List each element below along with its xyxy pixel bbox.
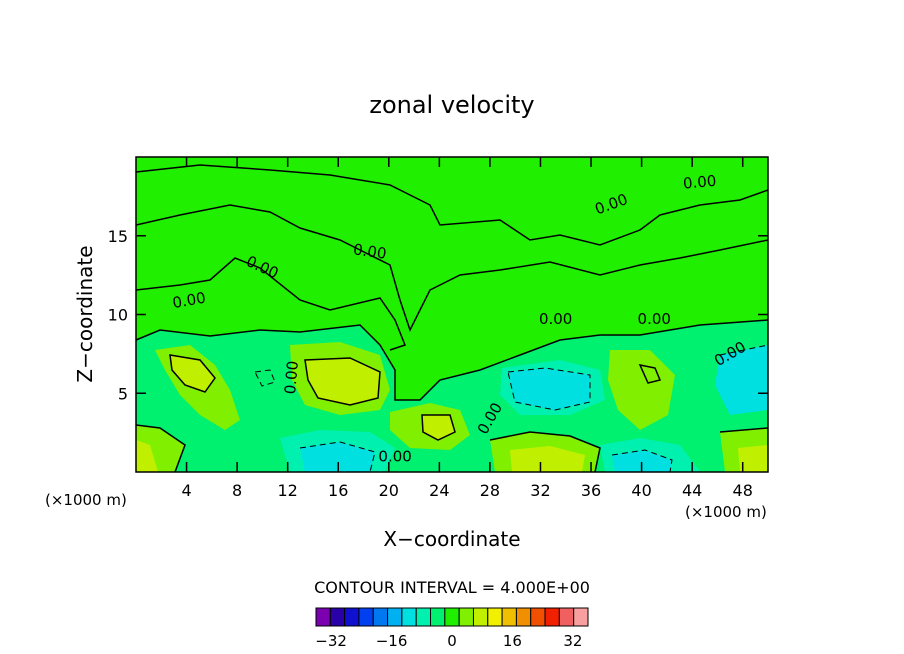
contour-fill — [136, 157, 768, 472]
y-tick-label: 5 — [118, 384, 128, 403]
contour-label: 0.00 — [539, 310, 572, 328]
contour-label-text: 0.00 — [378, 447, 411, 465]
colorbar-swatch — [329, 607, 346, 627]
contour-label-text: 0.00 — [539, 310, 572, 328]
contour-label: 0.00 — [352, 240, 388, 262]
x-tick-label: 36 — [581, 481, 601, 500]
field-pos-8-f — [510, 446, 585, 472]
colorbar-swatch — [344, 607, 360, 627]
colorbar-swatch — [487, 607, 503, 627]
contour-label: 0.00 — [682, 172, 717, 193]
field-neg-8-a — [508, 368, 590, 410]
contour-line-bottom-c — [719, 427, 768, 433]
y-tick-label: 15 — [108, 227, 128, 246]
contour-ring-a — [169, 354, 216, 393]
colorbar-swatch — [573, 607, 589, 627]
contour-line-bottom-a — [136, 424, 186, 472]
contour-label-text: 0.00 — [281, 360, 302, 395]
colorbar-swatch — [430, 607, 446, 627]
colorbar-tick-label: −32 — [315, 632, 347, 650]
contour-label-text: 0.00 — [682, 172, 717, 193]
x-tick-label: 44 — [682, 481, 702, 500]
field-pos-8-g — [738, 445, 768, 472]
colorbar-swatch — [530, 607, 546, 627]
x-axis-label: X−coordinate — [383, 527, 520, 551]
contour-line-zero-b — [136, 257, 406, 351]
colorbar-swatch — [515, 607, 532, 627]
contour-ring-c — [421, 414, 456, 441]
x-axis: 4 8 12 16 20 24 28 32 36 40 44 48 — [181, 157, 753, 500]
colorbar-swatch — [458, 607, 474, 627]
contour-ring-d — [638, 363, 662, 384]
y-axis: 5 10 15 — [108, 227, 768, 403]
contour-labels: 0.000.000.000.000.000.00 0.000.000.000.00… — [171, 172, 749, 465]
y-tick-label: 10 — [108, 306, 128, 325]
field-neg-8-b2 — [300, 442, 375, 472]
x-tick-label: 32 — [530, 481, 550, 500]
x-tick-label: 20 — [379, 481, 399, 500]
x-unit-left: (×1000 m) — [45, 491, 127, 509]
dashed-line-b — [299, 441, 376, 472]
contour-label: 0.00 — [638, 310, 671, 328]
field-pos-8-a — [170, 355, 215, 392]
colorbar-swatch — [372, 607, 389, 627]
x-tick-label: 8 — [232, 481, 242, 500]
colorbar: −32 −16 0 16 32 — [315, 607, 589, 650]
colorbar-swatch — [444, 607, 460, 627]
contour-ring-b — [304, 357, 381, 406]
colorbar-swatch — [558, 607, 575, 627]
field-pos-8-e — [136, 440, 158, 472]
contour-line-upper — [136, 164, 768, 246]
colorbar-swatch — [358, 607, 374, 627]
contour-label-text: 0.00 — [638, 310, 671, 328]
contour-interval-text: CONTOUR INTERVAL = 4.000E+00 — [314, 578, 590, 597]
x-tick-label: 12 — [278, 481, 298, 500]
y-axis-label: Z−coordinate — [73, 245, 97, 382]
contour-label: 0.00 — [281, 360, 302, 395]
x-unit-right: (×1000 m) — [685, 503, 767, 521]
colorbar-tick-label: 16 — [503, 632, 522, 650]
contour-line-zero — [136, 204, 768, 332]
colorbar-swatch — [472, 607, 489, 627]
x-tick-label: 48 — [733, 481, 753, 500]
field-neg-8-b — [715, 345, 768, 415]
contour-line-zero-c — [136, 319, 768, 401]
field-pos-8-b — [305, 358, 380, 405]
field-pos-4-d — [608, 350, 675, 430]
x-tick-label: 4 — [181, 481, 191, 500]
chart-title: zonal velocity — [369, 91, 534, 119]
contour-lines-negative — [254, 344, 768, 472]
field-neg-8-c — [612, 450, 672, 472]
x-tick-label: 28 — [480, 481, 500, 500]
dashed-line-d — [719, 344, 768, 356]
colorbar-swatch — [415, 607, 432, 627]
contour-label: 0.00 — [171, 289, 207, 313]
x-tick-label: 40 — [631, 481, 651, 500]
contour-label-text: 0.00 — [171, 289, 207, 313]
contour-lines — [136, 164, 768, 472]
colorbar-swatch — [315, 607, 331, 627]
contour-line-bottom-b — [489, 431, 601, 472]
colorbar-swatch — [501, 607, 517, 627]
x-tick-label: 16 — [328, 481, 348, 500]
colorbar-swatch — [544, 607, 560, 627]
colorbar-tick-label: 0 — [447, 632, 457, 650]
colorbar-tick-label: 32 — [563, 632, 582, 650]
colorbar-tick-label: −16 — [376, 632, 408, 650]
field-pos-8-c — [422, 415, 455, 440]
colorbar-swatch — [401, 607, 417, 627]
contour-label-text: 0.00 — [352, 240, 388, 262]
x-tick-label: 24 — [429, 481, 449, 500]
dashed-ring-e — [254, 369, 276, 387]
contour-label: 0.00 — [378, 447, 411, 465]
colorbar-swatch — [387, 607, 403, 627]
